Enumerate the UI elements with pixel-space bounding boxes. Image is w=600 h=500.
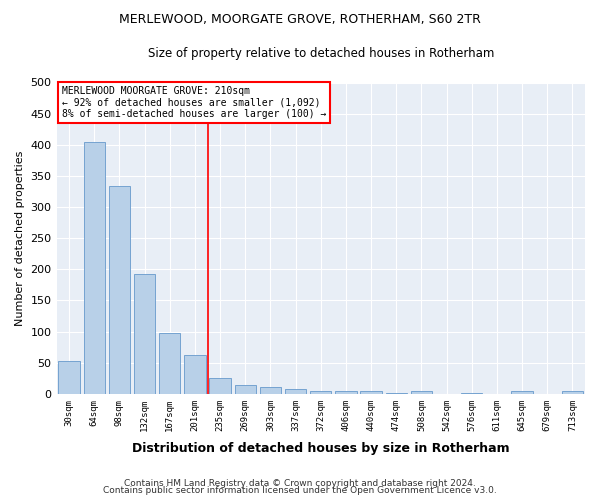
Bar <box>209 378 231 394</box>
Y-axis label: Number of detached properties: Number of detached properties <box>15 150 25 326</box>
Bar <box>562 392 583 394</box>
Text: MERLEWOOD MOORGATE GROVE: 210sqm
← 92% of detached houses are smaller (1,092)
8%: MERLEWOOD MOORGATE GROVE: 210sqm ← 92% o… <box>62 86 326 119</box>
Bar <box>109 186 130 394</box>
Bar <box>285 389 307 394</box>
Bar <box>235 385 256 394</box>
Bar <box>58 362 80 394</box>
Bar <box>159 334 181 394</box>
Text: Contains HM Land Registry data © Crown copyright and database right 2024.: Contains HM Land Registry data © Crown c… <box>124 478 476 488</box>
Bar <box>461 393 482 394</box>
Bar <box>386 393 407 394</box>
Bar <box>411 392 432 394</box>
Bar <box>511 392 533 394</box>
Bar <box>310 390 331 394</box>
Bar <box>83 142 105 394</box>
Bar <box>335 392 356 394</box>
Title: Size of property relative to detached houses in Rotherham: Size of property relative to detached ho… <box>148 48 494 60</box>
X-axis label: Distribution of detached houses by size in Rotherham: Distribution of detached houses by size … <box>132 442 509 455</box>
Text: Contains public sector information licensed under the Open Government Licence v3: Contains public sector information licen… <box>103 486 497 495</box>
Text: MERLEWOOD, MOORGATE GROVE, ROTHERHAM, S60 2TR: MERLEWOOD, MOORGATE GROVE, ROTHERHAM, S6… <box>119 12 481 26</box>
Bar <box>361 392 382 394</box>
Bar <box>260 387 281 394</box>
Bar <box>134 274 155 394</box>
Bar <box>184 355 206 394</box>
